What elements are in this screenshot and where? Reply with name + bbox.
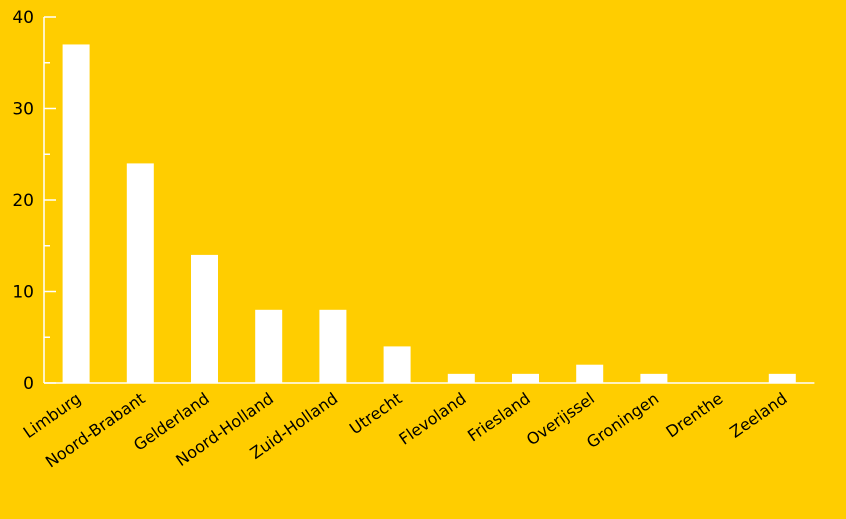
bar-noord-brabant bbox=[126, 163, 154, 383]
y-tick-label: 30 bbox=[12, 100, 34, 120]
y-tick-label: 0 bbox=[23, 374, 34, 394]
bar-flevoland bbox=[447, 373, 475, 383]
y-tick-label: 10 bbox=[12, 283, 34, 303]
bar-noord-holland bbox=[255, 309, 283, 383]
bar-zuid-holland bbox=[319, 309, 347, 383]
bar-groningen bbox=[640, 373, 668, 383]
bar-friesland bbox=[512, 373, 539, 383]
axes bbox=[43, 16, 815, 384]
bar-limburg bbox=[62, 44, 90, 383]
bar-zeeland bbox=[768, 373, 796, 383]
y-tick-labels: 0 10 20 30 40 bbox=[12, 8, 34, 394]
bars bbox=[62, 44, 796, 383]
bar-gelderland bbox=[191, 254, 218, 383]
bar-utrecht bbox=[383, 346, 411, 383]
y-tick-label: 20 bbox=[12, 191, 34, 211]
bar-overijssel bbox=[576, 364, 604, 383]
y-tick-label: 40 bbox=[12, 8, 34, 28]
